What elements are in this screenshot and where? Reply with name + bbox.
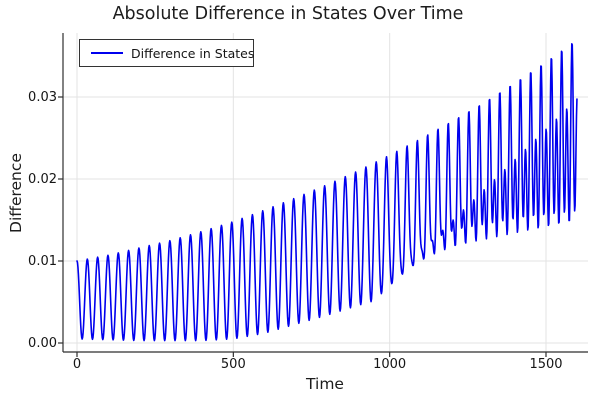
x-tick-label: 0	[72, 357, 82, 372]
difference-series-line	[76, 42, 578, 342]
legend-label: Difference in States	[131, 45, 255, 61]
x-tick-label: 500	[220, 357, 246, 372]
y-axis-label: Difference	[7, 153, 25, 233]
x-tick-label: 1000	[373, 357, 407, 372]
tick-marks	[58, 96, 547, 357]
y-tick-label: 0.03	[28, 89, 57, 105]
y-tick-label: 0.00	[28, 335, 57, 351]
chart-title: Absolute Difference in States Over Time	[112, 4, 464, 24]
y-tick-label: 0.02	[28, 171, 57, 187]
axis-spines	[62, 33, 588, 353]
x-axis-label: Time	[306, 375, 344, 393]
y-tick-label: 0.01	[28, 253, 57, 269]
gridlines	[63, 33, 588, 352]
x-tick-label: 1500	[529, 357, 563, 372]
legend-line-swatch-icon	[91, 52, 123, 54]
legend: Difference in States	[79, 39, 254, 67]
